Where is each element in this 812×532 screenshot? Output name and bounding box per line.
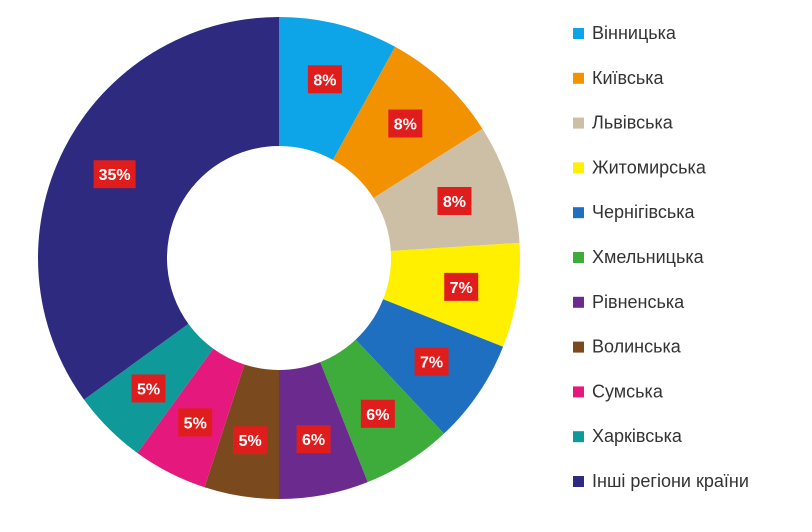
- slice-label-сумська: 5%: [178, 408, 213, 437]
- legend-item-чернігівська: Чернігівська: [573, 202, 696, 222]
- slice-label-text: 8%: [394, 117, 417, 134]
- slice-label-box: [178, 408, 213, 437]
- slice-label-box: [131, 374, 166, 403]
- legend-swatch: [573, 476, 584, 487]
- slice-label-львівська: 8%: [437, 186, 472, 215]
- slice-label-text: 35%: [99, 167, 131, 184]
- slice-label-рівненська: 6%: [296, 425, 331, 454]
- slice-label-box: [414, 347, 449, 376]
- legend-label: Вінницька: [592, 23, 677, 43]
- legend-label: Інші регіони країни: [592, 471, 749, 491]
- slice-label-київська: 8%: [388, 109, 423, 138]
- slice-label-вінницька: 8%: [307, 65, 342, 94]
- slice-label-box: [388, 109, 423, 138]
- legend-swatch: [573, 386, 584, 398]
- slice-label-box: [296, 425, 331, 454]
- slice-label-харківська: 5%: [131, 374, 166, 403]
- donut-slices: [38, 17, 520, 499]
- legend-label: Львівська: [592, 113, 674, 133]
- slice-label-волинська: 5%: [233, 426, 268, 455]
- legend-label: Волинська: [592, 337, 682, 357]
- legend-swatch: [573, 431, 584, 443]
- slice-label-text: 7%: [450, 280, 473, 297]
- legend-item-львівська: Львівська: [573, 113, 674, 133]
- slice-інші-регіони-країни: [38, 17, 280, 400]
- legend-label: Сумська: [592, 381, 664, 401]
- slice-label-text: 7%: [420, 355, 443, 372]
- slice-label-житомирська: 7%: [444, 272, 479, 301]
- slice-label-text: 8%: [443, 194, 466, 211]
- legend-item-волинська: Волинська: [573, 337, 682, 357]
- slice-labels: 8% 8% 8% 7% 7% 6% 6% 5% 5% 5% 35%: [93, 65, 479, 455]
- slice-label-box: [360, 399, 395, 428]
- slice-label-хмельницька: 6%: [360, 399, 395, 428]
- legend-label: Рівненська: [592, 292, 685, 312]
- slice-label-text: 5%: [137, 381, 160, 398]
- legend-swatch: [573, 252, 584, 263]
- legend: Вінницька Київська Львівська Житомирська Чер…: [573, 23, 749, 491]
- slice-label-box: [437, 186, 472, 215]
- slice-label-чернігівська: 7%: [414, 347, 449, 376]
- legend-swatch: [573, 117, 584, 129]
- legend-item-рівненська: Рівненська: [573, 292, 685, 312]
- legend-swatch: [573, 28, 584, 39]
- slice-label-box: [444, 272, 479, 301]
- slice-label-text: 6%: [302, 432, 325, 449]
- legend-swatch: [573, 162, 584, 174]
- legend-swatch: [573, 72, 584, 84]
- legend-item-харківська: Харківська: [573, 426, 683, 446]
- legend-label: Житомирська: [592, 157, 707, 177]
- legend-label: Чернігівська: [592, 202, 696, 222]
- legend-label: Харківська: [592, 426, 683, 446]
- legend-swatch: [573, 207, 584, 219]
- legend-item-вінницька: Вінницька: [573, 23, 677, 43]
- slice-label-text: 5%: [184, 415, 207, 432]
- slice-label-text: 5%: [239, 433, 262, 450]
- legend-swatch: [573, 341, 584, 353]
- legend-item-хмельницька: Хмельницька: [573, 247, 705, 267]
- legend-item-сумська: Сумська: [573, 381, 664, 401]
- slice-label-box: [307, 65, 342, 94]
- legend-label: Київська: [592, 68, 665, 88]
- legend-label: Хмельницька: [592, 247, 705, 267]
- slice-label-інші-регіони-країни: 35%: [93, 160, 136, 189]
- slice-label-box: [93, 160, 136, 189]
- legend-item-інші-регіони-країни: Інші регіони країни: [573, 471, 749, 491]
- slice-label-text: 8%: [313, 72, 336, 89]
- slice-label-text: 6%: [366, 407, 389, 424]
- legend-swatch: [573, 296, 584, 308]
- slice-label-box: [233, 426, 268, 455]
- legend-item-київська: Київська: [573, 68, 665, 88]
- legend-item-житомирська: Житомирська: [573, 157, 707, 177]
